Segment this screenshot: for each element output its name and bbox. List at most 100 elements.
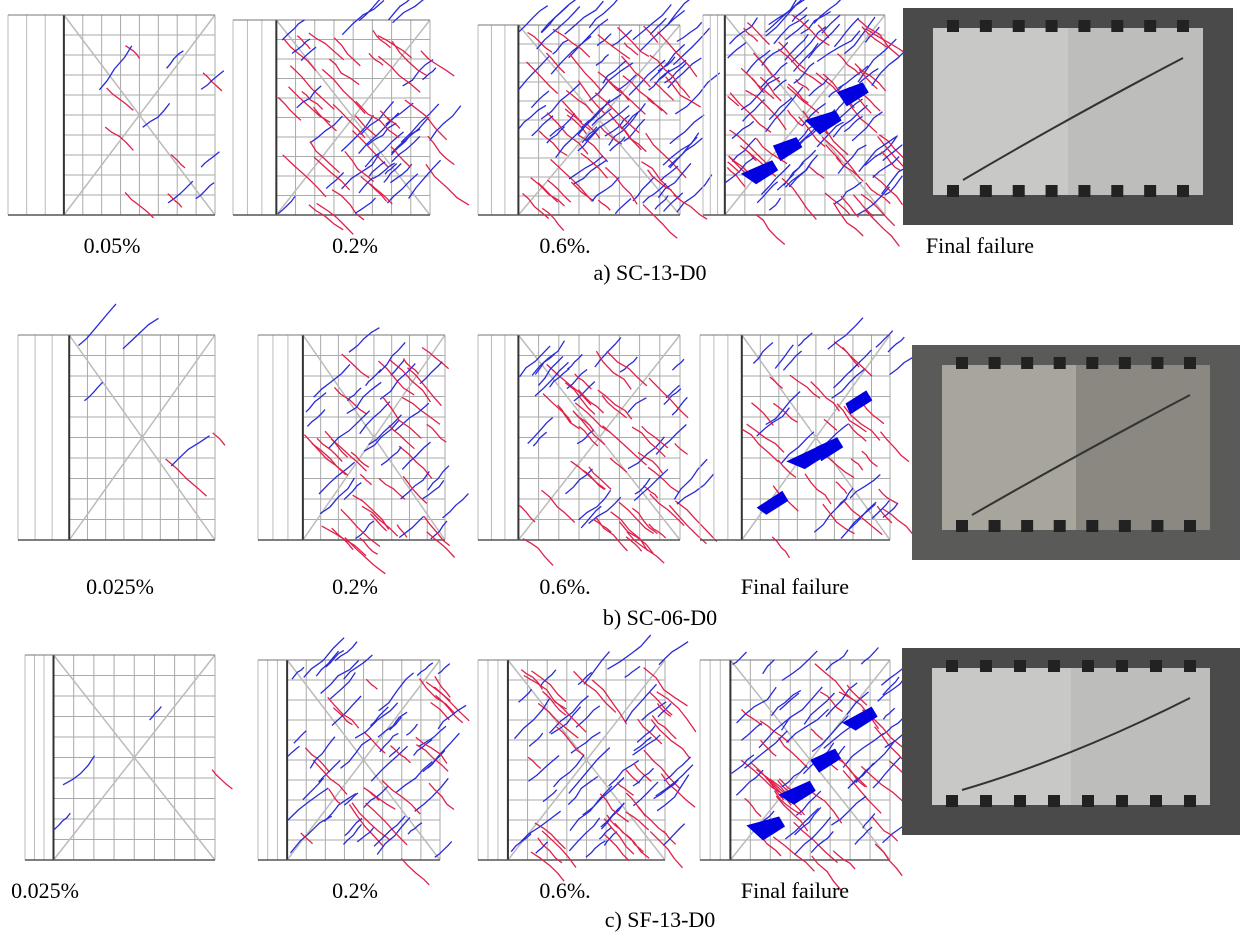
crack — [843, 347, 872, 376]
crack — [370, 184, 392, 204]
crack — [528, 757, 541, 768]
bolt — [947, 185, 959, 197]
crack — [402, 859, 430, 885]
crack — [347, 382, 381, 413]
crack — [808, 24, 839, 58]
bolt — [989, 520, 1001, 532]
crack — [355, 521, 373, 539]
crack — [626, 770, 640, 783]
caption: c) SF-13-D0 — [605, 907, 716, 932]
crack — [369, 162, 385, 177]
crack — [278, 97, 301, 120]
crack — [746, 50, 770, 73]
figure: 0.05% 0.2% 0.6%. Final failure a) SC-13-… — [0, 0, 1257, 936]
bolt — [1119, 520, 1131, 532]
crack — [633, 177, 655, 201]
crack — [328, 697, 359, 728]
crack — [352, 131, 388, 168]
bolt — [1046, 185, 1058, 197]
crack — [649, 378, 688, 418]
crack — [625, 666, 640, 677]
crack — [542, 5, 569, 32]
crack — [307, 410, 325, 427]
crack — [402, 442, 430, 469]
crack — [283, 38, 316, 70]
crack — [586, 841, 605, 857]
drift-label: 0.2% — [332, 233, 378, 258]
crack — [531, 91, 549, 108]
bolt — [1150, 795, 1162, 807]
artwork — [8, 0, 1240, 890]
crack — [282, 20, 304, 40]
crack — [334, 38, 360, 66]
bolt — [1014, 795, 1026, 807]
crack — [811, 729, 823, 740]
crack — [855, 827, 872, 844]
drift-label: 0.05% — [84, 233, 141, 258]
caption: b) SC-06-D0 — [603, 605, 717, 630]
bolt — [980, 795, 992, 807]
crack — [835, 182, 862, 204]
crack — [862, 402, 884, 424]
crack — [863, 814, 875, 829]
bolt — [980, 20, 992, 32]
spalled-area — [842, 707, 878, 731]
crack — [578, 390, 603, 413]
crack — [551, 159, 592, 200]
crack — [547, 127, 565, 143]
crack — [378, 56, 420, 92]
crack — [634, 763, 652, 781]
crack — [753, 343, 773, 364]
crack — [287, 788, 328, 821]
crack — [650, 831, 682, 867]
crack — [663, 133, 699, 166]
bolt — [1021, 520, 1033, 532]
bolt — [980, 660, 992, 672]
crack — [666, 77, 701, 107]
crack — [760, 721, 789, 742]
crack — [150, 707, 162, 721]
crack — [361, 177, 387, 202]
bolt — [1021, 357, 1033, 369]
spalled-area — [757, 491, 789, 515]
crack — [515, 699, 550, 739]
crack — [742, 709, 763, 725]
wall-panel — [1071, 668, 1210, 805]
crack — [782, 651, 817, 681]
bolt — [1144, 185, 1156, 197]
crack — [763, 660, 775, 674]
crack — [881, 432, 910, 462]
crack — [619, 502, 654, 533]
bolt — [1116, 660, 1128, 672]
crack — [596, 351, 631, 389]
crack — [203, 73, 222, 91]
crack — [571, 182, 594, 201]
crack — [780, 693, 799, 710]
crack — [673, 28, 709, 65]
crack — [747, 23, 769, 45]
crack — [309, 205, 343, 230]
drift-label: Final failure — [741, 574, 849, 599]
crack — [849, 424, 866, 441]
crack — [756, 215, 785, 245]
crack — [344, 483, 361, 500]
wall-panel — [1076, 365, 1210, 530]
crack — [649, 524, 666, 538]
crack — [745, 798, 762, 816]
crack — [793, 150, 816, 174]
crack — [105, 127, 133, 150]
crack — [628, 398, 647, 413]
crack — [523, 539, 553, 566]
crack — [589, 0, 621, 28]
crack — [201, 152, 219, 168]
crack — [420, 362, 442, 384]
crack — [834, 18, 858, 47]
crack — [558, 405, 572, 422]
bolt — [1086, 357, 1098, 369]
bolt — [1014, 660, 1026, 672]
page: 0.05% 0.2% 0.6%. Final failure a) SC-13-… — [0, 0, 1257, 936]
crack — [652, 715, 676, 739]
crack — [610, 458, 627, 472]
bolt — [1013, 185, 1025, 197]
crack — [528, 418, 553, 444]
